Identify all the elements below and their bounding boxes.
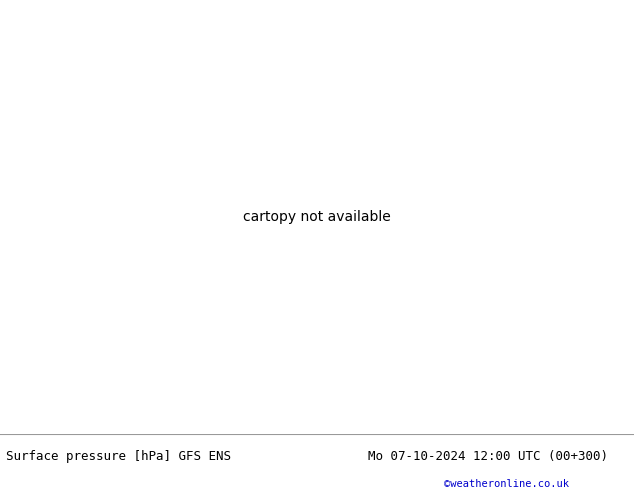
Text: Surface pressure [hPa] GFS ENS: Surface pressure [hPa] GFS ENS (6, 450, 231, 463)
Text: cartopy not available: cartopy not available (243, 210, 391, 224)
Text: ©weatheronline.co.uk: ©weatheronline.co.uk (444, 479, 569, 490)
Text: Mo 07-10-2024 12:00 UTC (00+300): Mo 07-10-2024 12:00 UTC (00+300) (368, 450, 608, 463)
